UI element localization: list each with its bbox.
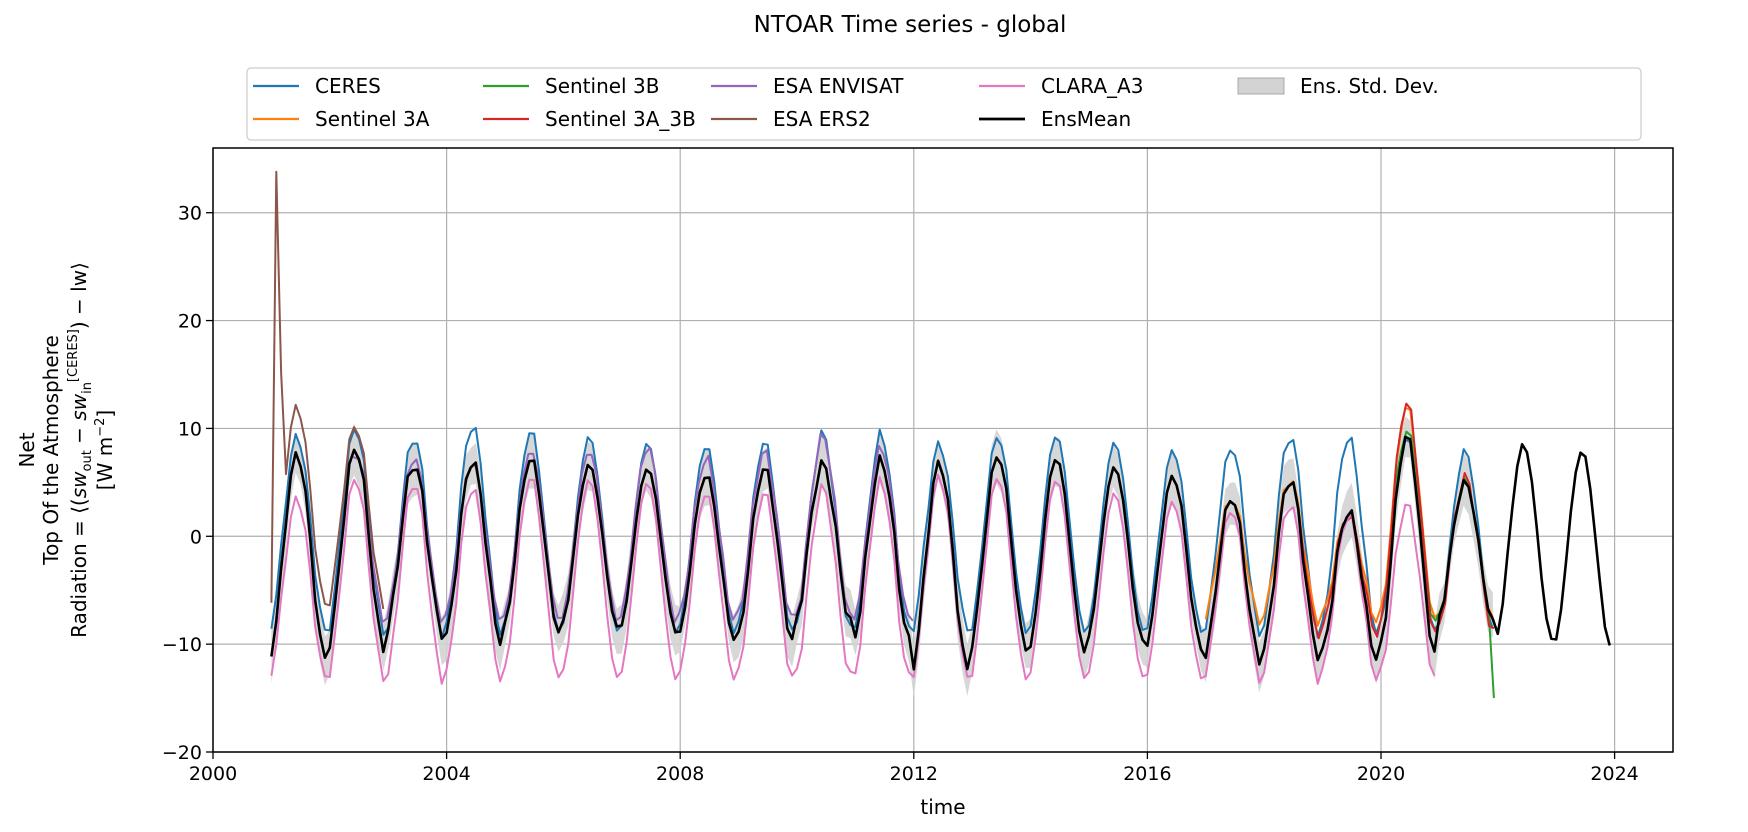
plot-frame: [212, 147, 1674, 753]
series-line-clara-a3: [270, 473, 1436, 685]
x-tick-label: 2016: [1123, 763, 1171, 785]
y-tick-label: 0: [190, 526, 202, 548]
legend-item: Sentinel 3A_3B: [483, 107, 696, 131]
x-tick-label: 2020: [1357, 763, 1405, 785]
legend-item: CERES: [253, 74, 381, 98]
legend-label: EnsMean: [1041, 107, 1131, 131]
y-axis-title-line1: Net: [15, 432, 39, 467]
x-axis: 2000 2004 2008 2012 2016 2020 2024: [189, 752, 1639, 785]
legend-label: Ens. Std. Dev.: [1300, 74, 1439, 98]
series-line-ensmean: [270, 435, 1611, 671]
plot-area: [212, 147, 1674, 753]
y-axis-title-line3: Radiation = ⟨(swout − swin[CERES]) − lw⟩: [66, 262, 95, 638]
legend-item: Sentinel 3A: [253, 107, 430, 131]
grid: [212, 148, 1673, 753]
series-line-esa-envisat: [352, 432, 914, 624]
y-axis-title: Net Top Of the Atmosphere Radiation = ⟨(…: [15, 262, 117, 638]
legend-frame: [246, 67, 1642, 141]
y-tick-label: 20: [178, 311, 202, 333]
legend-swatch: [1237, 77, 1285, 95]
legend-label: Sentinel 3B: [545, 74, 659, 98]
y-tick-label: −20: [162, 742, 202, 764]
legend-item: Ens. Std. Dev.: [1237, 74, 1439, 98]
x-tick-label: 2004: [422, 763, 470, 785]
x-axis-title: time: [920, 795, 965, 819]
plot-background: [213, 148, 1673, 752]
legend-label: ESA ENVISAT: [773, 74, 904, 98]
y-tick-label: 30: [178, 203, 202, 225]
series-line-ceres: [270, 426, 1494, 639]
legend-item: ESA ERS2: [711, 107, 871, 131]
y-axis-title-line4: [W m−2]: [93, 410, 117, 490]
legend-item: CLARA_A3: [979, 74, 1143, 98]
legend-label: Sentinel 3A: [315, 107, 430, 131]
y-tick-label: 10: [178, 418, 202, 440]
y-axis-title-line2: Top Of the Atmosphere: [39, 335, 63, 566]
x-tick-label: 2024: [1590, 763, 1638, 785]
x-tick-label: 2012: [890, 763, 938, 785]
legend: CERES Sentinel 3A Sentinel 3B Sentinel 3A_3…: [246, 67, 1642, 141]
series-line-esa-ers2: [270, 170, 385, 610]
legend-item: Sentinel 3B: [483, 74, 659, 98]
y-axis: −20 −10 0 10 20 30: [162, 203, 213, 764]
series-lines-layer: [270, 170, 1611, 699]
chart-title: NTOAR Time series - global: [754, 12, 1067, 38]
legend-label: CLARA_A3: [1041, 74, 1143, 98]
legend-item: EnsMean: [979, 107, 1131, 131]
x-tick-label: 2000: [189, 763, 237, 785]
legend-item: ESA ENVISAT: [711, 74, 904, 98]
x-tick-label: 2008: [656, 763, 704, 785]
legend-label: Sentinel 3A_3B: [545, 107, 696, 131]
legend-label: ESA ERS2: [773, 107, 871, 131]
legend-label: CERES: [315, 74, 381, 98]
y-tick-label: −10: [162, 634, 202, 656]
